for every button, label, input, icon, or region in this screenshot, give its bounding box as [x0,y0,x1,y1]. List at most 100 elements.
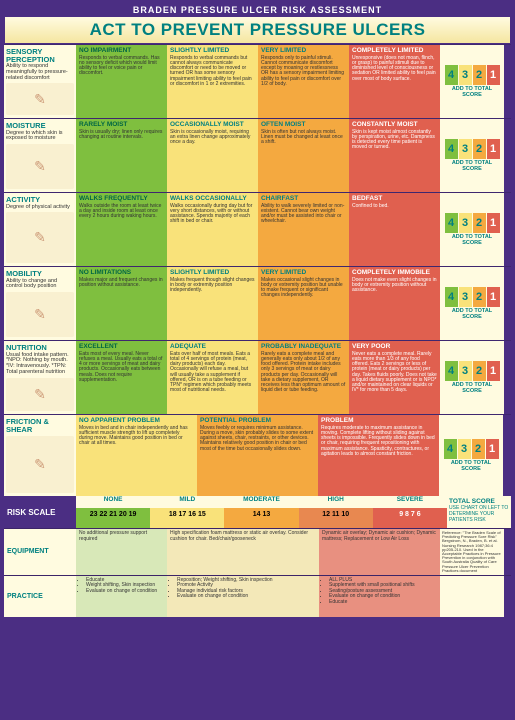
category-desc: Ability to change and control body posit… [6,279,74,291]
total-score-text: USE CHART ON LEFT TO DETERMINE YOUR PATI… [449,505,509,523]
risk-band-severe: SEVERE [373,496,447,508]
practice-label: PRACTICE [4,576,76,617]
cell-text: Walks outside the room at least twice a … [79,204,164,220]
score-number: 2 [473,65,486,85]
risk-nums-mild: 18 17 16 15 [150,508,224,528]
cell-heading: VERY LIMITED [261,48,346,55]
score-number: 1 [487,287,500,307]
cell-text: Unresponsive (does not moan, flinch, or … [352,56,437,82]
main-title: ACT TO PREVENT PRESSURE ULCERS [4,16,511,44]
score-cell: SLIGHTLY LIMITEDMakes frequent though sl… [167,267,258,340]
score-number: 3 [459,65,472,85]
risk-band-moderate: MODERATE [224,496,298,508]
cell-heading: EXCELLENT [79,344,164,351]
risk-nums-high: 12 11 10 [299,508,373,528]
cell-heading: CONSTANTLY MOIST [352,122,437,129]
category-desc: Ability to respond meaningfully to press… [6,64,74,81]
risk-nums-sev: 9 8 7 6 [373,508,447,528]
category-row: ACTIVITYDegree of physical activity✎WALK… [4,192,511,266]
category-desc: Usual food intake pattern. *NPO: Nothing… [6,353,74,376]
practice-none: EducateWeight shifting, Skin inspectionE… [76,576,167,617]
score-number: 4 [445,213,458,233]
cell-heading: CHAIRFAST [261,196,346,203]
score-number: 1 [487,139,500,159]
add-to-total: ADD TO TOTAL SCORE [442,383,502,394]
add-to-total: ADD TO TOTAL SCORE [442,235,502,246]
score-number: 1 [487,65,500,85]
cell-text: Skin is occasionally moist, requiring an… [170,130,255,146]
cell-heading: PROBLEM [321,418,436,425]
score-cell: OFTEN MOISTSkin is often but not always … [258,119,349,192]
cell-heading: COMPLETELY IMMOBILE [352,270,437,277]
category-icon: ✎ [6,212,74,263]
cell-text: Moves in bed and in chair independently … [79,426,194,447]
score-cell: RARELY MOISTSkin is usually dry; linen o… [76,119,167,192]
score-column: 4321ADD TO TOTAL SCORE [440,45,504,118]
risk-band-high: HIGH [299,496,373,508]
score-cell: BEDFASTConfined to bed. [349,193,440,266]
category-name: MOBILITY [6,270,74,278]
score-cell: NO IMPAIRMENTResponds to verbal commands… [76,45,167,118]
cell-text: Eats most of every meal. Never refuses a… [79,352,164,384]
score-number: 4 [445,65,458,85]
cell-text: Makes occasional slight changes in body … [261,278,346,299]
category-desc: Degree to which skin is exposed to moist… [6,131,74,143]
reference-text: Reference: "The Braden Scale of Predicti… [440,529,504,575]
score-number: 1 [487,361,500,381]
score-number: 4 [445,139,458,159]
score-cell: POTENTIAL PROBLEMMoves feebly or require… [197,415,318,496]
category-label: NUTRITIONUsual food intake pattern. *NPO… [4,341,76,414]
practice-high: ALL PLUSSupplement with small positional… [319,576,440,617]
category-row: MOISTUREDegree to which skin is exposed … [4,118,511,192]
friction-row: FRICTION & SHEAR✎NO APPARENT PROBLEMMove… [4,414,511,496]
cell-heading: SLIGHTLY LIMITED [170,48,255,55]
score-number: 2 [473,361,486,381]
cell-text: Ability to walk severely limited or non-… [261,204,346,225]
cell-heading: WALKS FREQUENTLY [79,196,164,203]
risk-scale-row: RISK SCALE NONE MILD MODERATE HIGH SEVER… [4,496,511,528]
practice-row: PRACTICE EducateWeight shifting, Skin in… [4,575,511,617]
score-number: 3 [458,439,471,459]
cell-text: Responds to verbal commands. Has no sens… [79,56,164,77]
risk-nums-mod: 14 13 [224,508,298,528]
cell-heading: BEDFAST [352,196,437,203]
practice-item: Evaluate on change of condition [177,594,316,600]
score-cell: PROBLEMRequires moderate to maximum assi… [318,415,439,496]
category-icon: ✎ [6,83,74,115]
add-to-total: ADD TO TOTAL SCORE [442,161,502,172]
cell-heading: RARELY MOIST [79,122,164,129]
score-column: 4321ADD TO TOTAL SCORE [439,415,503,496]
add-to-total: ADD TO TOTAL SCORE [441,461,501,472]
category-name: SENSORY PERCEPTION [6,48,74,63]
category-label: SENSORY PERCEPTIONAbility to respond mea… [4,45,76,118]
risk-band-none: NONE [76,496,150,508]
cell-heading: VERY LIMITED [261,270,346,277]
equipment-none: No additional pressure support required [76,529,167,575]
cell-text: Requires moderate to maximum assistance … [321,426,436,458]
total-score-box: TOTAL SCORE USE CHART ON LEFT TO DETERMI… [447,496,511,528]
cell-text: Eats over half of most meals. Eats a tot… [170,352,255,394]
category-name: FRICTION & SHEAR [6,418,74,433]
category-icon: ✎ [6,292,74,337]
add-to-total: ADD TO TOTAL SCORE [442,309,502,320]
cell-heading: NO APPARENT PROBLEM [79,418,194,425]
category-label: FRICTION & SHEAR✎ [4,415,76,496]
category-row: NUTRITIONUsual food intake pattern. *NPO… [4,340,511,414]
score-cell: CONSTANTLY MOISTSkin is kept moist almos… [349,119,440,192]
category-icon: ✎ [6,378,74,411]
score-cell: ADEQUATEEats over half of most meals. Ea… [167,341,258,414]
score-column: 4321ADD TO TOTAL SCORE [440,341,504,414]
assessment-grid: SENSORY PERCEPTIONAbility to respond mea… [4,44,511,496]
category-icon: ✎ [6,144,74,189]
practice-item: Educate [329,600,437,606]
category-label: MOBILITYAbility to change and control bo… [4,267,76,340]
score-number: 2 [472,439,485,459]
score-number: 3 [459,139,472,159]
cell-heading: COMPLETELY LIMITED [352,48,437,55]
score-number: 2 [473,139,486,159]
cell-heading: OFTEN MOIST [261,122,346,129]
cell-heading: SLIGHTLY LIMITED [170,270,255,277]
cell-text: Does not make even slight changes in bod… [352,278,437,294]
risk-scale-label: RISK SCALE [4,496,76,528]
score-cell: NO LIMITATIONSMakes major and frequent c… [76,267,167,340]
